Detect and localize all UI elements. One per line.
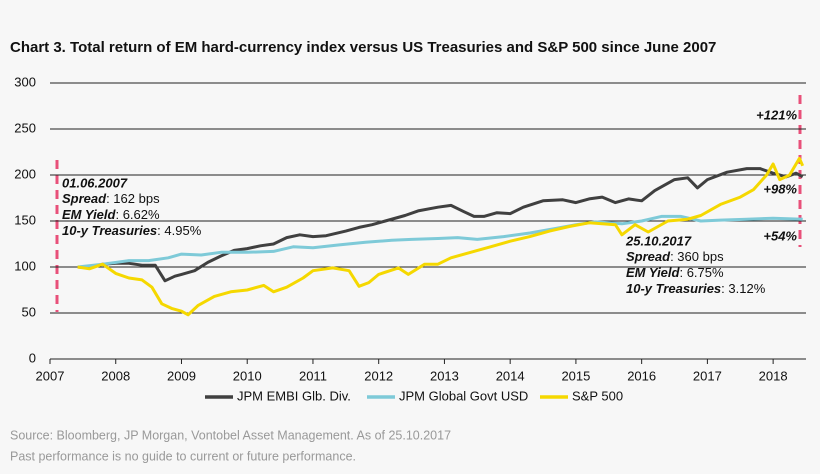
annotation-line: EM Yield: 6.62% — [62, 207, 160, 222]
y-tick-label: 50 — [22, 304, 36, 319]
y-tick-label: 0 — [29, 350, 36, 365]
x-tick-label: 2010 — [233, 368, 262, 383]
annotation-label: EM Yield — [626, 265, 681, 280]
x-tick-label: 2014 — [496, 368, 525, 383]
annotation-value: : 4.95% — [157, 223, 202, 238]
annotation-line: 10-y Treasuries: 4.95% — [62, 223, 202, 238]
x-tick-label: 2009 — [167, 368, 196, 383]
source: Source: Bloomberg, JP Morgan, Vontobel A… — [10, 428, 451, 442]
series-line — [77, 167, 804, 283]
annotation-line: Spread: 162 bps — [62, 191, 160, 206]
x-tick-label: 2018 — [759, 368, 788, 383]
annotation-value: : 360 bps — [670, 249, 724, 264]
annotation-line: 10-y Treasuries: 3.12% — [626, 281, 766, 296]
annotation-value: : 3.12% — [721, 281, 766, 296]
annotation-label: Spread — [626, 249, 671, 264]
y-tick-label: 200 — [14, 166, 36, 181]
return-label: +98% — [763, 181, 797, 196]
disclaimer: Past performance is no guide to current … — [10, 449, 356, 463]
annotation-line: Spread: 360 bps — [626, 249, 724, 264]
x-tick-label: 2016 — [627, 368, 656, 383]
x-tick-label: 2008 — [101, 368, 130, 383]
annotation-date: 25.10.2017 — [625, 233, 692, 248]
annotation-line: EM Yield: 6.75% — [626, 265, 724, 280]
x-tick-label: 2011 — [299, 368, 327, 383]
legend-label: S&P 500 — [572, 388, 623, 403]
legend-label: JPM Global Govt USD — [399, 388, 528, 403]
x-tick-label: 2013 — [430, 368, 459, 383]
x-tick-label: 2017 — [693, 368, 722, 383]
y-tick-label: 150 — [14, 212, 36, 227]
legend-label: JPM EMBI Glb. Div. — [237, 388, 351, 403]
y-tick-label: 100 — [14, 258, 36, 273]
return-label: +54% — [763, 228, 797, 243]
x-tick-label: 2015 — [561, 368, 590, 383]
x-tick-label: 2007 — [36, 368, 65, 383]
annotation-label: 10-y Treasuries — [626, 281, 721, 296]
annotation-value: : 6.62% — [115, 207, 160, 222]
x-tick-label: 2012 — [364, 368, 393, 383]
y-tick-label: 250 — [14, 120, 36, 135]
series-line — [77, 156, 805, 317]
return-label: +121% — [756, 107, 797, 122]
series-line — [77, 214, 803, 269]
y-tick-label: 300 — [14, 74, 36, 89]
annotation-date: 01.06.2007 — [62, 175, 128, 190]
chart-title: Chart 3. Total return of EM hard-currenc… — [10, 39, 716, 56]
annotation-label: EM Yield — [62, 207, 117, 222]
annotation-label: Spread — [62, 191, 107, 206]
annotation-value: : 6.75% — [679, 265, 724, 280]
annotation-label: 10-y Treasuries — [62, 223, 157, 238]
annotation-value: : 162 bps — [106, 191, 160, 206]
